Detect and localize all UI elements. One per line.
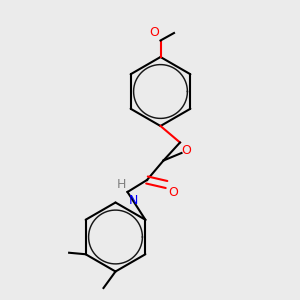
Text: O: O <box>182 144 191 157</box>
Text: O: O <box>168 186 178 199</box>
Text: O: O <box>149 26 159 39</box>
Text: N: N <box>129 194 138 206</box>
Text: H: H <box>117 178 126 190</box>
